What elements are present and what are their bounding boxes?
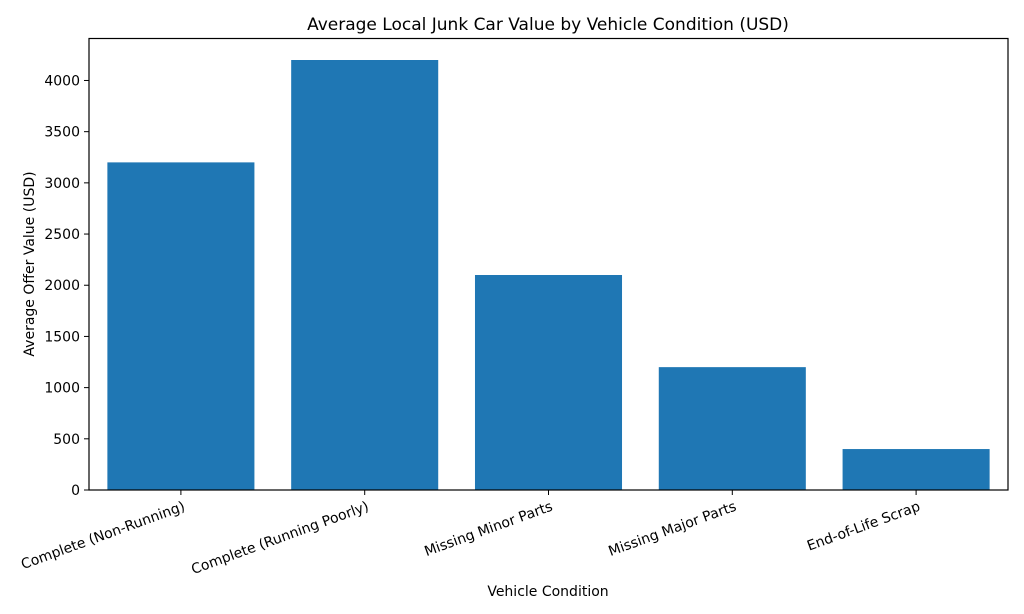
y-tick-label: 1500: [44, 329, 80, 345]
y-tick-label: 1000: [44, 381, 80, 397]
y-tick-label: 4000: [44, 73, 80, 89]
x-tick-label: Complete (Running Poorly): [189, 499, 371, 578]
x-tick-label: Missing Major Parts: [606, 499, 738, 560]
y-axis-label: Average Offer Value (USD): [22, 171, 38, 356]
y-tick-label: 0: [71, 483, 80, 499]
x-tick-label: Missing Minor Parts: [422, 499, 555, 560]
x-tick-label: End-of-Life Scrap: [805, 499, 923, 555]
x-axis: Complete (Non-Running) Complete (Running …: [19, 490, 923, 578]
bars-group: [107, 60, 990, 490]
bar-5: [842, 449, 990, 490]
y-tick-label: 2500: [44, 227, 80, 243]
y-tick-label: 500: [53, 432, 80, 448]
y-tick-label: 2000: [44, 278, 80, 294]
chart-title: Average Local Junk Car Value by Vehicle …: [307, 15, 789, 35]
y-tick-label: 3000: [44, 176, 80, 192]
y-axis: 0 500 1000 1500 2000 2500 3000 3500 4000: [44, 73, 89, 499]
bar-2: [291, 60, 439, 490]
bar-3: [474, 275, 623, 490]
x-tick-label: Complete (Non-Running): [19, 499, 187, 573]
x-axis-label: Vehicle Condition: [487, 584, 608, 600]
bar-1: [107, 162, 255, 490]
plot-frame: [88, 37, 1009, 491]
bar-4: [658, 367, 806, 490]
y-tick-label: 3500: [44, 125, 80, 141]
